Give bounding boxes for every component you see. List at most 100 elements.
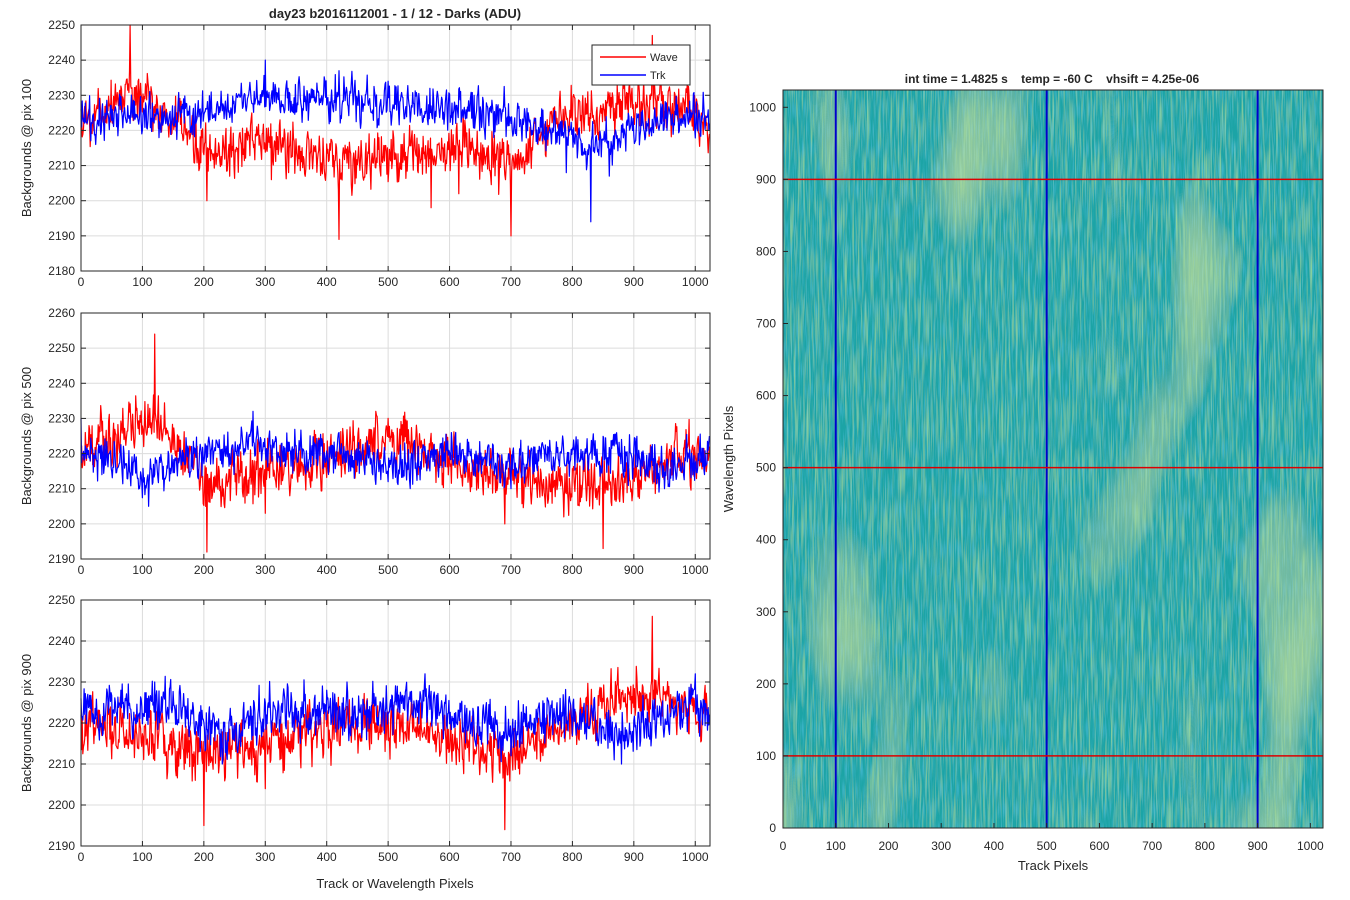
x-tick-label: 900	[1248, 839, 1268, 853]
y-tick-label: 2190	[48, 839, 75, 853]
x-tick-label: 0	[78, 563, 85, 577]
x-tick-label: 1000	[682, 563, 709, 577]
x-tick-label: 800	[1195, 839, 1215, 853]
line-panel-pix-900: 0 100 200 300 400 500 600 700 800 900 1000 2190 2200…	[19, 593, 711, 891]
x-tick-label: 0	[780, 839, 787, 853]
series-layer	[80, 24, 710, 240]
x-tick-label: 100	[132, 563, 152, 577]
x-tick-label: 0	[78, 850, 85, 864]
tick-labels: 0 100 200 300 400 500 600 700 800 900 1000 2190 2200…	[48, 593, 710, 864]
y-tick-label: 2210	[48, 159, 75, 173]
x-tick-label: 700	[501, 563, 521, 577]
y-tick-label: 900	[756, 172, 776, 186]
x-tick-label: 800	[562, 275, 582, 289]
y-tick-label: 2220	[48, 447, 75, 461]
series-layer	[80, 615, 710, 831]
legend: Wave Trk	[591, 44, 691, 86]
marker-lines	[783, 90, 1323, 828]
x-tick-label: 400	[984, 839, 1004, 853]
tick-labels: 0 100 200 300 400 500 600 700 800 900 1000 2190 2200…	[48, 306, 710, 577]
y-tick-label: 2190	[48, 552, 75, 566]
x-tick-label: 200	[194, 563, 214, 577]
figure-title: day23 b2016112001 - 1 / 12 - Darks (ADU)	[269, 6, 521, 21]
y-tick-label: 2230	[48, 411, 75, 425]
x-tick-label: 600	[1089, 839, 1109, 853]
x-tick-label: 1000	[1297, 839, 1324, 853]
x-tick-label: 200	[194, 850, 214, 864]
x-tick-label: 300	[931, 839, 951, 853]
x-tick-label: 0	[78, 275, 85, 289]
x-tick-label: 1000	[682, 850, 709, 864]
y-tick-label: 700	[756, 317, 776, 331]
x-tick-label: 400	[317, 563, 337, 577]
series-trk-line	[80, 59, 710, 223]
series-wave-line	[80, 24, 710, 240]
y-tick-label: 2230	[48, 675, 75, 689]
y-axis-label: Backgrounds @ pix 500	[19, 367, 34, 505]
x-tick-label: 900	[624, 275, 644, 289]
grid	[80, 312, 710, 560]
x-tick-label: 300	[255, 850, 275, 864]
x-tick-label: 1000	[682, 275, 709, 289]
y-tick-label: 600	[756, 389, 776, 403]
x-tick-label: 300	[255, 563, 275, 577]
y-axis-label: Backgrounds @ pix 100	[19, 79, 34, 217]
x-tick-label: 800	[562, 850, 582, 864]
x-tick-label: 600	[440, 275, 460, 289]
y-tick-label: 2220	[48, 716, 75, 730]
tick-labels: 0 100 200 300 400 500 600 700 800 900 1000 0 100 200 3…	[749, 100, 1324, 853]
x-tick-label: 300	[255, 275, 275, 289]
legend-trk-label: Trk	[650, 70, 666, 82]
legend-box	[591, 44, 691, 86]
y-tick-label: 1000	[749, 100, 776, 114]
heatmap-x-axis-label: Track Pixels	[1018, 858, 1089, 873]
x-tick-label: 200	[194, 275, 214, 289]
x-tick-label: 100	[132, 850, 152, 864]
y-tick-label: 2210	[48, 757, 75, 771]
series-trk-line	[80, 673, 710, 765]
x-tick-label: 800	[562, 563, 582, 577]
x-tick-label: 500	[378, 563, 398, 577]
x-tick-label: 600	[440, 563, 460, 577]
y-tick-label: 2200	[48, 798, 75, 812]
x-tick-label: 700	[1142, 839, 1162, 853]
heatmap-y-axis-label: Wavelength Pixels	[721, 405, 736, 512]
series-wave-line	[80, 615, 710, 831]
y-tick-label: 2230	[48, 88, 75, 102]
axes-box	[80, 312, 711, 560]
x-tick-label: 100	[132, 275, 152, 289]
heatmap-axes-box	[782, 89, 1324, 829]
y-tick-label: 2240	[48, 53, 75, 67]
legend-wave-label: Wave	[650, 52, 678, 64]
y-tick-label: 2250	[48, 18, 75, 32]
x-tick-label: 900	[624, 563, 644, 577]
y-tick-label: 2200	[48, 517, 75, 531]
y-tick-label: 500	[756, 461, 776, 475]
y-tick-label: 400	[756, 533, 776, 547]
axes-box	[80, 24, 711, 272]
y-tick-label: 2200	[48, 194, 75, 208]
heatmap-image	[783, 90, 1323, 828]
x-tick-label: 700	[501, 275, 521, 289]
x-tick-label: 200	[878, 839, 898, 853]
series-trk-line	[80, 410, 710, 507]
y-tick-label: 0	[769, 821, 776, 835]
y-tick-label: 100	[756, 749, 776, 763]
tick-labels: 0 100 200 300 400 500 600 700 800 900 1000 2180 2190…	[48, 18, 710, 289]
x-tick-label: 400	[317, 275, 337, 289]
x-tick-label: 500	[1037, 839, 1057, 853]
heatmap-title: int time = 1.4825 s temp = -60 C vhsift …	[905, 72, 1200, 86]
x-tick-label: 500	[378, 850, 398, 864]
x-tick-label: 100	[826, 839, 846, 853]
y-tick-label: 2210	[48, 482, 75, 496]
y-tick-label: 2180	[48, 264, 75, 278]
y-tick-label: 2240	[48, 376, 75, 390]
y-axis-label: Backgrounds @ pix 900	[19, 654, 34, 792]
x-tick-label: 900	[624, 850, 644, 864]
y-tick-label: 2250	[48, 593, 75, 607]
line-panel-pix-500: 0 100 200 300 400 500 600 700 800 900 1000 2190 2200…	[19, 306, 711, 577]
y-tick-label: 800	[756, 244, 776, 258]
y-tick-label: 200	[756, 677, 776, 691]
y-tick-label: 2250	[48, 341, 75, 355]
